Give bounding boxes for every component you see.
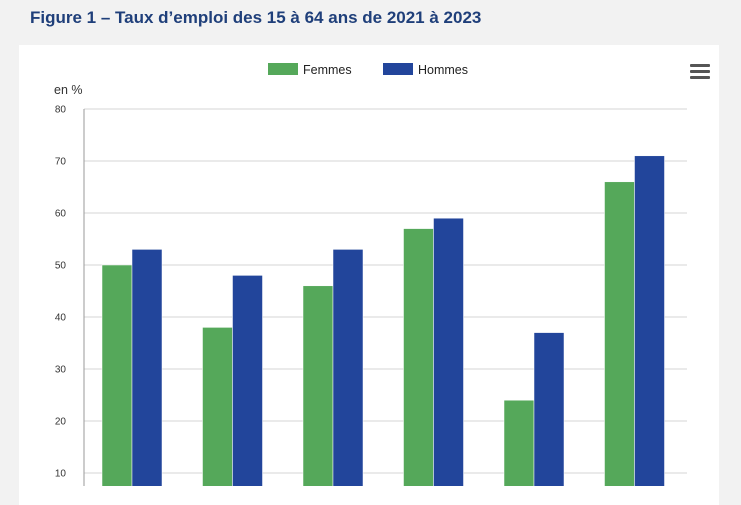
legend-swatch-hommes <box>383 63 413 75</box>
legend-label-hommes: Hommes <box>418 63 468 77</box>
bar-hommes <box>533 332 565 486</box>
figure-title: Figure 1 – Taux d’emploi des 15 à 64 ans… <box>30 8 482 27</box>
y-tick-label: 60 <box>55 209 67 220</box>
legend: Femmes Hommes <box>268 63 468 77</box>
y-axis-unit-label: en % <box>54 83 83 97</box>
bar-hommes <box>332 249 364 486</box>
bar-chart: Femmes Hommes en % 10 20 30 40 50 60 70 80 <box>54 63 687 486</box>
bar-femmes <box>403 228 434 486</box>
gridlines <box>84 108 687 474</box>
bar-femmes <box>503 399 535 486</box>
y-tick-label: 50 <box>55 261 67 272</box>
bar-femmes <box>202 327 233 486</box>
bar-hommes <box>634 155 665 486</box>
bar-hommes <box>232 275 263 486</box>
legend-label-femmes: Femmes <box>303 63 352 77</box>
y-tick-label: 80 <box>55 105 67 116</box>
y-tick-label: 40 <box>55 313 67 324</box>
y-tick-label: 70 <box>55 157 67 168</box>
bar-hommes <box>433 217 464 486</box>
bar-femmes <box>101 264 133 486</box>
y-tick-label: 10 <box>55 469 67 480</box>
legend-swatch-femmes <box>268 63 298 75</box>
bar-femmes <box>302 285 334 486</box>
bars <box>101 155 665 486</box>
hamburger-menu-icon[interactable] <box>690 64 710 80</box>
y-tick-label: 30 <box>55 365 67 376</box>
bar-femmes <box>604 181 635 486</box>
y-tick-label: 20 <box>55 417 67 428</box>
y-axis: en % 10 20 30 40 50 60 70 80 <box>54 83 85 486</box>
bar-hommes <box>131 249 163 486</box>
